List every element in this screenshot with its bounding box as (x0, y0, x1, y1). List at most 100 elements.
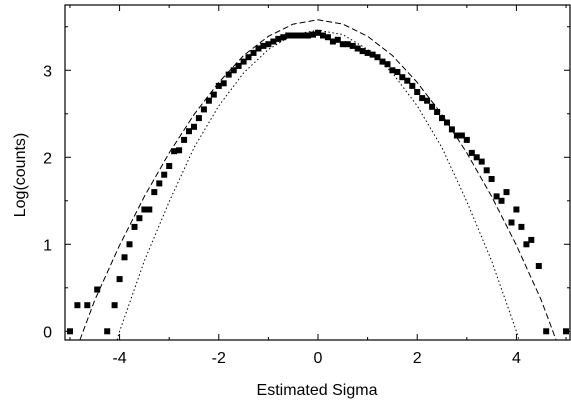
data-point (488, 176, 495, 182)
data-point (305, 32, 312, 39)
data-point (379, 58, 386, 65)
y-tick-labels: 0 1 2 3 (43, 63, 52, 341)
data-point (260, 42, 267, 49)
data-point (275, 35, 282, 42)
plot-frame (64, 4, 571, 341)
data-point (220, 80, 227, 87)
x-tick-label: 2 (413, 350, 422, 367)
data-point (176, 147, 183, 154)
data-point (359, 48, 366, 55)
data-point (191, 123, 197, 130)
data-point (315, 29, 321, 36)
data-point (493, 193, 500, 200)
data-point (329, 38, 336, 45)
data-point (225, 71, 232, 78)
data-point (404, 77, 411, 84)
data-point (230, 67, 237, 74)
y-axis-title: Log(counts) (12, 133, 29, 218)
data-point (205, 97, 212, 104)
data-point (126, 241, 133, 248)
x-tick-label: -4 (112, 350, 126, 367)
data-point (523, 241, 530, 248)
data-point (439, 115, 445, 122)
data-point (250, 49, 257, 56)
data-point (349, 42, 356, 49)
data-point (463, 136, 470, 143)
data-point (300, 32, 307, 39)
data-point (399, 74, 406, 81)
data-point (444, 119, 450, 126)
data-point (131, 223, 138, 230)
data-point (310, 31, 316, 38)
data-point (448, 126, 455, 133)
data-point (94, 286, 101, 293)
data-point (215, 82, 222, 89)
data-point (468, 149, 475, 156)
data-point (374, 54, 381, 61)
data-point (181, 136, 188, 143)
data-point (344, 41, 351, 48)
data-point (354, 45, 361, 52)
data-point (453, 132, 460, 139)
data-point (503, 189, 510, 196)
data-point (270, 38, 277, 45)
data-point (111, 302, 118, 309)
y-tick-label: 3 (43, 63, 52, 80)
data-point (186, 128, 192, 135)
x-tick-label: 4 (512, 350, 521, 367)
data-point (498, 197, 505, 204)
data-point (74, 302, 81, 309)
data-point (156, 180, 163, 187)
data-point (166, 163, 173, 169)
data-point (339, 41, 346, 48)
data-point (121, 254, 128, 261)
data-point (200, 106, 207, 113)
data-point (419, 95, 426, 102)
data-point (290, 32, 297, 39)
data-point (235, 62, 242, 69)
data-point (324, 34, 331, 41)
data-point (424, 97, 431, 104)
data-point (320, 32, 326, 39)
y-tick-label: 0 (43, 324, 52, 341)
data-point (151, 189, 158, 196)
dashed-fit-line (79, 19, 557, 340)
data-point (434, 109, 441, 115)
data-point (265, 41, 272, 48)
data-point (528, 236, 535, 243)
data-point (161, 171, 168, 178)
data-point (394, 69, 401, 75)
data-point (255, 45, 262, 52)
data-point (280, 34, 287, 41)
data-point (171, 148, 178, 155)
data-point (295, 32, 302, 39)
data-point (141, 206, 148, 213)
fit-curves (79, 19, 557, 340)
data-point (458, 132, 465, 139)
data-point (473, 154, 480, 161)
data-point (116, 276, 123, 283)
x-axis-title: Estimated Sigma (257, 382, 378, 399)
y-tick-label: 2 (43, 150, 52, 167)
x-tick-label: -2 (212, 350, 226, 367)
data-point (543, 328, 550, 335)
data-point (240, 58, 247, 65)
data-point (535, 263, 542, 269)
data-point (478, 158, 485, 165)
data-point (518, 223, 525, 230)
y-tick-label: 1 (43, 237, 52, 254)
data-point (369, 51, 376, 58)
data-point (285, 32, 292, 39)
data-point (384, 61, 391, 68)
data-point (210, 91, 217, 98)
x-tick-label: 0 (314, 350, 323, 367)
data-point (334, 36, 341, 43)
data-point (245, 54, 252, 61)
data-point (429, 103, 436, 110)
data-point (508, 219, 515, 226)
data-point (414, 89, 421, 95)
data-point (483, 167, 490, 174)
data-points (67, 29, 569, 335)
data-point (513, 206, 520, 213)
